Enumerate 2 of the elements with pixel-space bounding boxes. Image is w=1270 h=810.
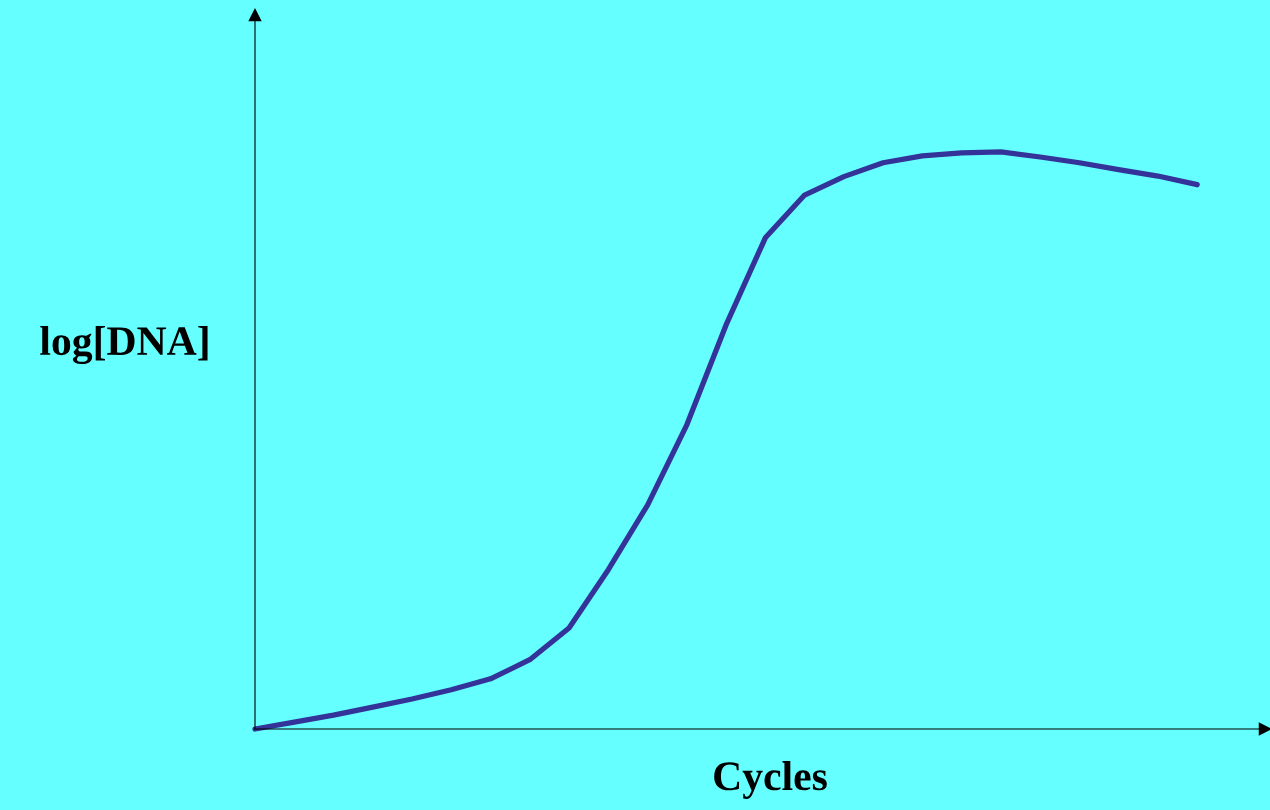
x-axis-title: Cycles <box>714 761 827 799</box>
y-axis-title: log[DNA] <box>40 325 208 365</box>
